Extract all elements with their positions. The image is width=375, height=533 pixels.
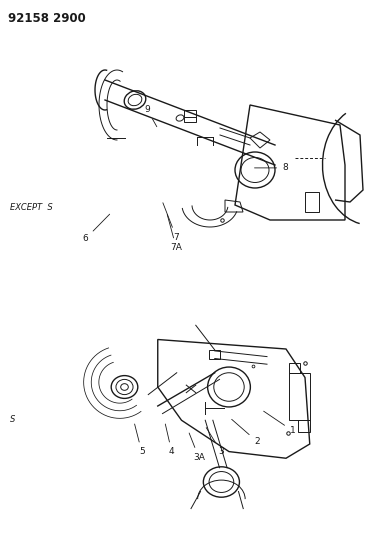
Text: 3: 3 bbox=[206, 427, 224, 456]
Text: 7: 7 bbox=[163, 203, 179, 241]
Text: 4: 4 bbox=[165, 424, 174, 456]
Bar bbox=[305, 192, 319, 212]
Text: 92158 2900: 92158 2900 bbox=[8, 12, 86, 25]
Text: 1: 1 bbox=[264, 411, 296, 435]
Text: 8: 8 bbox=[255, 164, 288, 172]
Bar bbox=[298, 420, 310, 432]
Bar bbox=[209, 350, 220, 359]
Text: 7A: 7A bbox=[167, 215, 182, 252]
Bar bbox=[289, 373, 310, 420]
Text: 2: 2 bbox=[232, 419, 260, 446]
Bar bbox=[289, 364, 300, 373]
Text: 9: 9 bbox=[144, 105, 157, 127]
Text: EXCEPT  S: EXCEPT S bbox=[10, 203, 53, 212]
Text: 5: 5 bbox=[135, 424, 145, 456]
Text: 3A: 3A bbox=[189, 433, 205, 462]
Text: 6: 6 bbox=[82, 214, 110, 243]
Text: S: S bbox=[10, 416, 15, 424]
